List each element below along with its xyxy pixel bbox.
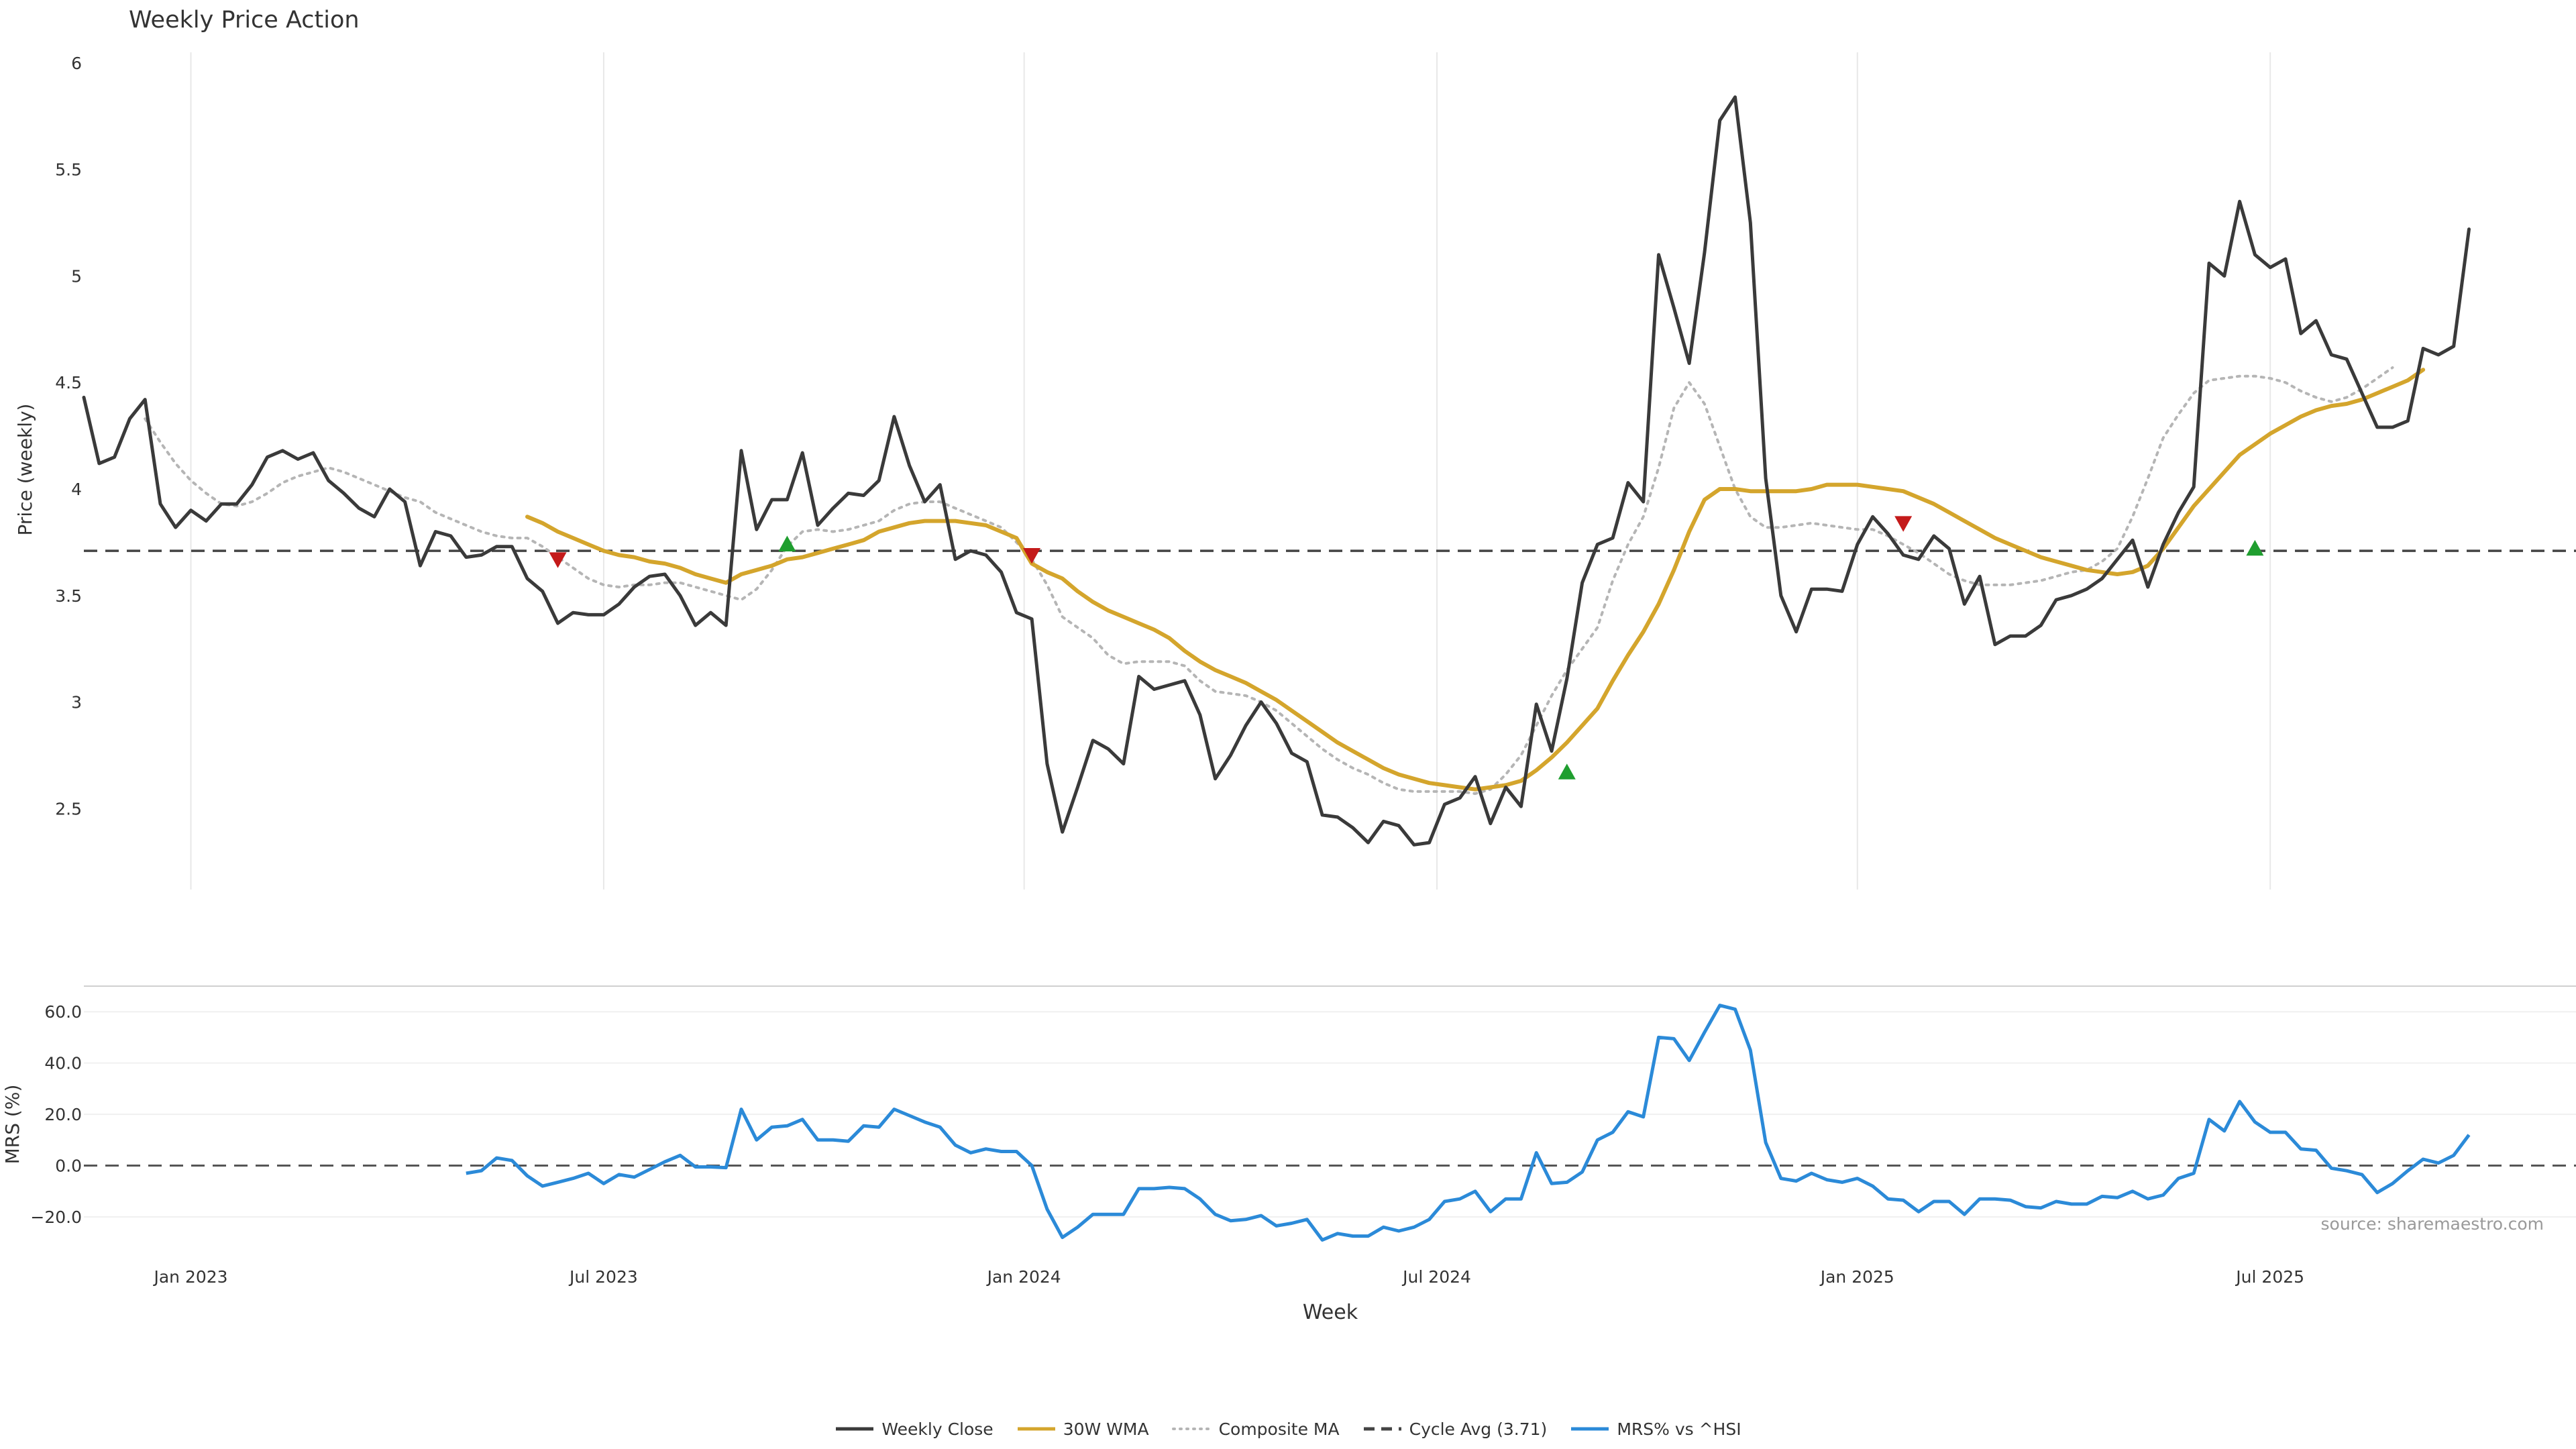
chart-title: Weekly Price Action <box>129 7 360 34</box>
reference-lines <box>84 549 2576 1167</box>
price-y-tick-label: 3.5 <box>55 586 82 606</box>
sell-signal-marker <box>549 552 567 568</box>
mrs-y-tick-label: 40.0 <box>44 1054 82 1073</box>
signal-markers <box>549 516 2264 780</box>
series-lines <box>82 95 2471 1242</box>
series-weekly-close <box>82 95 2471 847</box>
vertical-gridlines <box>84 52 2576 1218</box>
series-30w-wma <box>525 368 2426 792</box>
legend-item: 30W WMA <box>1016 1419 1149 1439</box>
x-tick-label: Jan 2025 <box>1819 1267 1894 1287</box>
x-axis-label: Week <box>1303 1301 1358 1324</box>
mrs-y-tick-label: 20.0 <box>44 1105 82 1124</box>
legend-label: MRS% vs ^HSI <box>1617 1419 1741 1439</box>
mrs-y-axis-label: MRS (%) <box>1 1085 23 1165</box>
buy-signal-marker <box>778 535 796 551</box>
legend-swatch <box>1571 1427 1609 1431</box>
x-tick-label: Jan 2023 <box>152 1267 227 1287</box>
source-note: source: sharemaestro.com <box>2321 1214 2544 1234</box>
legend-item: Weekly Close <box>835 1419 994 1439</box>
price-y-tick-label: 4 <box>71 480 82 499</box>
legend-swatch <box>836 1427 874 1431</box>
axis-labels: 2.5 3 3.5 4 4.5 5 5.5 6 Price (weekly) −20.0 0.0 20… <box>1 54 2304 1324</box>
legend-item: Composite MA <box>1171 1419 1340 1439</box>
price-y-tick-label: 3 <box>71 693 82 712</box>
x-tick-label: Jul 2024 <box>1401 1267 1471 1287</box>
buy-signal-marker <box>1558 763 1576 780</box>
legend-label: Cycle Avg (3.71) <box>1409 1419 1548 1439</box>
legend-swatch <box>1017 1427 1055 1431</box>
legend-label: Weekly Close <box>881 1419 994 1439</box>
mrs-y-tick-label: 60.0 <box>44 1002 82 1022</box>
series-mrs-vs-hsi <box>466 1004 2471 1242</box>
x-tick-label: Jan 2024 <box>986 1267 1061 1287</box>
legend-item: Cycle Avg (3.71) <box>1362 1419 1548 1439</box>
sell-signal-marker <box>1894 516 1913 532</box>
x-tick-label: Jul 2023 <box>568 1267 638 1287</box>
mrs-y-tick-label: −20.0 <box>30 1208 82 1227</box>
legend-swatch <box>1171 1428 1212 1430</box>
buy-signal-marker <box>2246 539 2264 556</box>
x-tick-label: Jul 2025 <box>2235 1267 2304 1287</box>
legend-item: MRS% vs ^HSI <box>1570 1419 1741 1439</box>
mrs-y-tick-label: 0.0 <box>55 1157 82 1176</box>
legend-label: 30W WMA <box>1063 1419 1149 1439</box>
sell-signal-marker <box>1023 548 1041 564</box>
price-y-tick-label: 2.5 <box>55 799 82 818</box>
legend-swatch <box>1363 1427 1401 1431</box>
price-y-axis-label: Price (weekly) <box>14 404 36 536</box>
legend-label: Composite MA <box>1218 1419 1340 1439</box>
price-y-tick-label: 4.5 <box>55 373 82 392</box>
price-y-tick-label: 6 <box>71 54 82 73</box>
chart-legend: Weekly Close 30W WMA Composite MA Cycle Avg… <box>0 1412 2576 1446</box>
price-y-tick-label: 5.5 <box>55 160 82 180</box>
series-composite-ma <box>144 366 2394 796</box>
price-y-tick-label: 5 <box>71 266 82 286</box>
